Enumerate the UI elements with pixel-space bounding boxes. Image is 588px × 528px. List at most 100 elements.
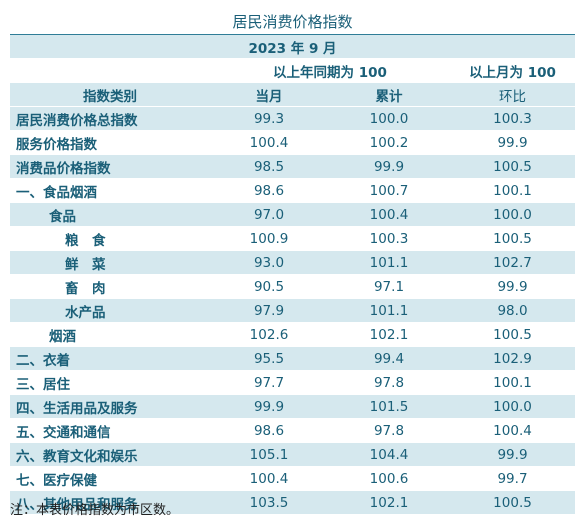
row-name: 八、其他用品和服务: [10, 490, 210, 515]
row-name: 七、医疗保健: [10, 466, 210, 491]
row-name: 烟酒: [10, 322, 210, 347]
row-name: 粮 食: [10, 226, 210, 251]
row-name: 畜 肉: [10, 274, 210, 299]
period-row: 2023 年 9 月: [10, 34, 576, 59]
row-mom: 102.7: [450, 250, 576, 275]
row-cumulative: 101.1: [328, 298, 450, 323]
table-row: 七、医疗保健 100.4 100.6 99.7: [10, 466, 576, 491]
table-row: 五、交通和通信 98.6 97.8 100.4: [10, 418, 576, 443]
table-row: 八、其他用品和服务 103.5 102.1 100.5: [10, 490, 576, 515]
row-mom: 100.5: [450, 154, 576, 179]
row-mom: 100.1: [450, 370, 576, 395]
table-row: 四、生活用品及服务 99.9 101.5 100.0: [10, 394, 576, 419]
row-mom: 99.9: [450, 130, 576, 155]
row-cumulative: 100.3: [328, 226, 450, 251]
table-row: 六、教育文化和娱乐 105.1 104.4 99.9: [10, 442, 576, 467]
header-cumulative: 累计: [328, 82, 450, 107]
row-cumulative: 100.7: [328, 178, 450, 203]
row-mom: 100.0: [450, 202, 576, 227]
table-row: 消费品价格指数 98.5 99.9 100.5: [10, 154, 576, 179]
row-mom: 100.5: [450, 226, 576, 251]
row-cumulative: 101.1: [328, 250, 450, 275]
row-current: 93.0: [210, 250, 328, 275]
row-mom: 99.9: [450, 442, 576, 467]
row-name: 消费品价格指数: [10, 154, 210, 179]
table-title: 居民消费价格指数: [10, 8, 576, 35]
row-cumulative: 100.6: [328, 466, 450, 491]
table-row: 食品 97.0 100.4 100.0: [10, 202, 576, 227]
row-mom: 100.3: [450, 106, 576, 131]
row-current: 99.9: [210, 394, 328, 419]
table-footnote: 注：本表价格指数为市区数。: [10, 503, 180, 518]
header-category: 指数类别: [10, 82, 210, 107]
row-cumulative: 100.2: [328, 130, 450, 155]
row-current: 95.5: [210, 346, 328, 371]
row-name: 一、食品烟酒: [10, 178, 210, 203]
table-row: 服务价格指数 100.4 100.2 99.9: [10, 130, 576, 155]
row-mom: 100.0: [450, 394, 576, 419]
table-row: 烟酒 102.6 102.1 100.5: [10, 322, 576, 347]
table-row: 二、衣着 95.5 99.4 102.9: [10, 346, 576, 371]
row-name: 四、生活用品及服务: [10, 394, 210, 419]
base-yoy-label: 以上年同期为 100: [210, 58, 450, 83]
row-current: 98.6: [210, 178, 328, 203]
row-current: 97.7: [210, 370, 328, 395]
row-current: 103.5: [210, 490, 328, 515]
header-current-month: 当月: [210, 82, 328, 107]
row-mom: 100.1: [450, 178, 576, 203]
row-current: 100.4: [210, 130, 328, 155]
cpi-table: 居民消费价格指数 2023 年 9 月 以上年同期为 100 以上月为 100 …: [10, 8, 576, 515]
table-row: 鲜 菜 93.0 101.1 102.7: [10, 250, 576, 275]
table-row: 一、食品烟酒 98.6 100.7 100.1: [10, 178, 576, 203]
table-row: 水产品 97.9 101.1 98.0: [10, 298, 576, 323]
row-name: 鲜 菜: [10, 250, 210, 275]
row-current: 90.5: [210, 274, 328, 299]
row-current: 99.3: [210, 106, 328, 131]
row-name: 五、交通和通信: [10, 418, 210, 443]
row-mom: 99.9: [450, 274, 576, 299]
row-cumulative: 97.8: [328, 370, 450, 395]
row-cumulative: 104.4: [328, 442, 450, 467]
row-name: 六、教育文化和娱乐: [10, 442, 210, 467]
header-month-on-month: 环比: [450, 82, 576, 107]
row-cumulative: 101.5: [328, 394, 450, 419]
row-cumulative: 99.9: [328, 154, 450, 179]
base-mom-label: 以上月为 100: [450, 58, 576, 83]
row-name: 二、衣着: [10, 346, 210, 371]
row-current: 105.1: [210, 442, 328, 467]
row-mom: 100.5: [450, 490, 576, 515]
table-row: 居民消费价格总指数 99.3 100.0 100.3: [10, 106, 576, 131]
row-mom: 99.7: [450, 466, 576, 491]
row-cumulative: 102.1: [328, 322, 450, 347]
row-name: 食品: [10, 202, 210, 227]
row-name: 服务价格指数: [10, 130, 210, 155]
row-mom: 98.0: [450, 298, 576, 323]
base-row-blank: [10, 58, 210, 83]
row-name: 居民消费价格总指数: [10, 106, 210, 131]
table-title-row: 居民消费价格指数: [10, 8, 576, 35]
row-current: 98.6: [210, 418, 328, 443]
row-mom: 102.9: [450, 346, 576, 371]
table-row: 畜 肉 90.5 97.1 99.9: [10, 274, 576, 299]
table-row: 粮 食 100.9 100.3 100.5: [10, 226, 576, 251]
row-cumulative: 102.1: [328, 490, 450, 515]
row-current: 97.0: [210, 202, 328, 227]
row-current: 97.9: [210, 298, 328, 323]
row-current: 100.9: [210, 226, 328, 251]
row-cumulative: 100.4: [328, 202, 450, 227]
period-label: 2023 年 9 月: [10, 34, 576, 59]
column-header-row: 指数类别 当月 累计 环比: [10, 82, 576, 107]
row-mom: 100.4: [450, 418, 576, 443]
row-cumulative: 100.0: [328, 106, 450, 131]
row-cumulative: 97.1: [328, 274, 450, 299]
row-name: 水产品: [10, 298, 210, 323]
table-row: 三、居住 97.7 97.8 100.1: [10, 370, 576, 395]
row-current: 98.5: [210, 154, 328, 179]
row-cumulative: 99.4: [328, 346, 450, 371]
row-name: 三、居住: [10, 370, 210, 395]
base-row: 以上年同期为 100 以上月为 100: [10, 58, 576, 83]
row-current: 102.6: [210, 322, 328, 347]
row-current: 100.4: [210, 466, 328, 491]
row-cumulative: 97.8: [328, 418, 450, 443]
cpi-table-container: 居民消费价格指数 2023 年 9 月 以上年同期为 100 以上月为 100 …: [10, 8, 576, 515]
